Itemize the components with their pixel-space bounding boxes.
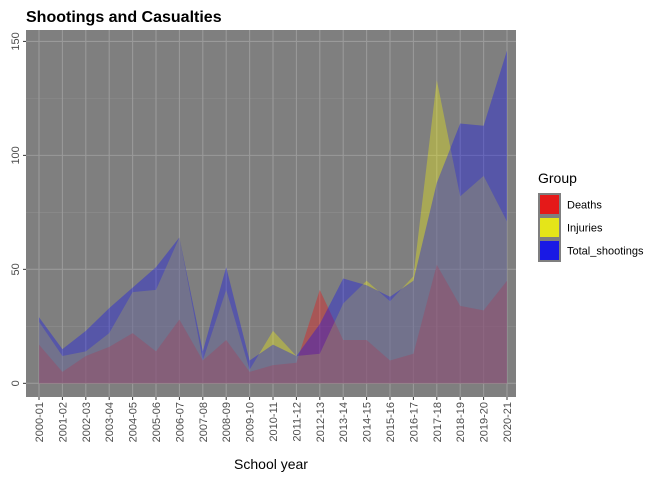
legend-swatch-injuries [540, 218, 559, 237]
plot-panel [26, 30, 516, 397]
legend-swatch-deaths [540, 195, 559, 214]
x-tick-label: 2003-04 [104, 402, 116, 442]
area-deaths [39, 264, 507, 384]
x-tick-label: 2008-09 [221, 402, 233, 442]
area-total_shootings [39, 50, 507, 384]
legend-label-total_shootings: Total_shootings [567, 246, 644, 258]
x-axis-title: School year [234, 456, 308, 472]
x-tick-label: 2001-02 [57, 402, 69, 442]
legend: Group Deaths Injuries Total_shootings [538, 170, 644, 262]
x-tick-label: 2000-01 [34, 402, 46, 442]
x-tick-label: 2012-13 [315, 402, 327, 442]
x-tick-label: 2006-07 [174, 402, 186, 442]
legend-swatch-total_shootings [540, 241, 559, 260]
legend-label-injuries: Injuries [567, 223, 603, 235]
x-tick-label: 2020-21 [502, 402, 514, 442]
x-tick-label: 2004-05 [128, 402, 140, 442]
x-tick-label: 2018-19 [455, 402, 467, 442]
x-tick-label: 2016-17 [408, 402, 420, 442]
x-tick-label: 2014-15 [362, 402, 374, 442]
y-tick-label: 0 [10, 380, 22, 386]
y-tick-label: 50 [10, 263, 22, 275]
y-tick-label: 100 [10, 146, 22, 164]
grid-lines [26, 30, 516, 397]
x-tick-label: 2009-10 [245, 402, 257, 442]
area-injuries [39, 80, 507, 384]
y-axis-ticks: 0 50 100 150 [10, 32, 26, 386]
x-tick-label: 2019-20 [479, 402, 491, 442]
x-tick-label: 2015-16 [385, 402, 397, 442]
x-axis-ticks: 2000-01 2001-02 2002-03 2003-04 2004-05 2005-… [34, 397, 514, 442]
x-tick-label: 2007-08 [198, 402, 210, 442]
x-tick-label: 2010-11 [268, 402, 280, 442]
x-tick-label: 2011-12 [291, 402, 303, 442]
chart-title: Shootings and Casualties [26, 9, 222, 26]
x-tick-label: 2017-18 [432, 402, 444, 442]
legend-title: Group [538, 170, 577, 186]
legend-label-deaths: Deaths [567, 200, 602, 212]
x-tick-label: 2013-14 [338, 402, 350, 442]
x-tick-label: 2005-06 [151, 402, 163, 442]
legend-items: Deaths Injuries Total_shootings [538, 193, 644, 262]
x-tick-label: 2002-03 [81, 402, 93, 442]
area-series [39, 50, 507, 384]
y-tick-label: 150 [10, 32, 22, 50]
